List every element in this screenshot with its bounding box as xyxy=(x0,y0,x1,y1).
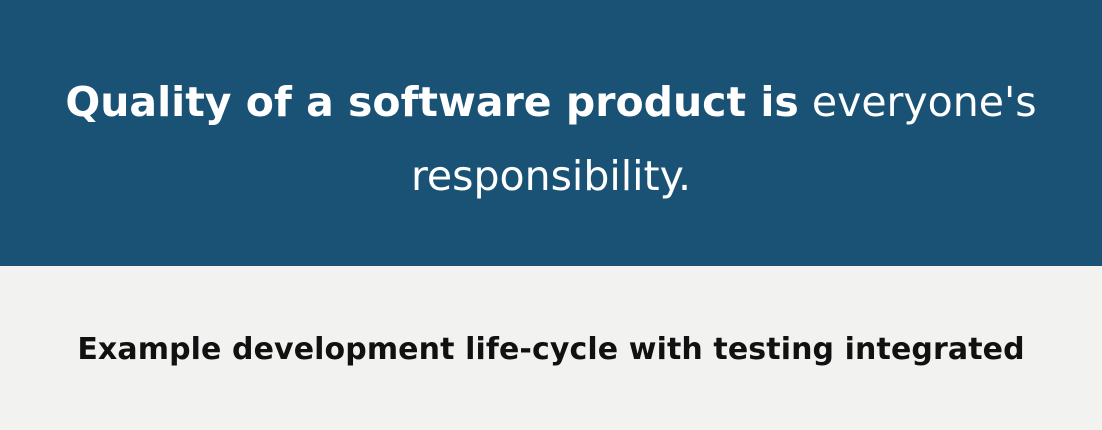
quote-text: Quality of a software product is everyon… xyxy=(40,65,1062,213)
section-title: Example development life-cycle with test… xyxy=(77,332,1025,367)
content-section: Example development life-cycle with test… xyxy=(0,266,1102,430)
quote-continuation: everyone's responsibility. xyxy=(410,78,1037,200)
quote-banner: Quality of a software product is everyon… xyxy=(0,0,1102,266)
quote-emphasis: Quality of a software product is xyxy=(65,78,799,126)
